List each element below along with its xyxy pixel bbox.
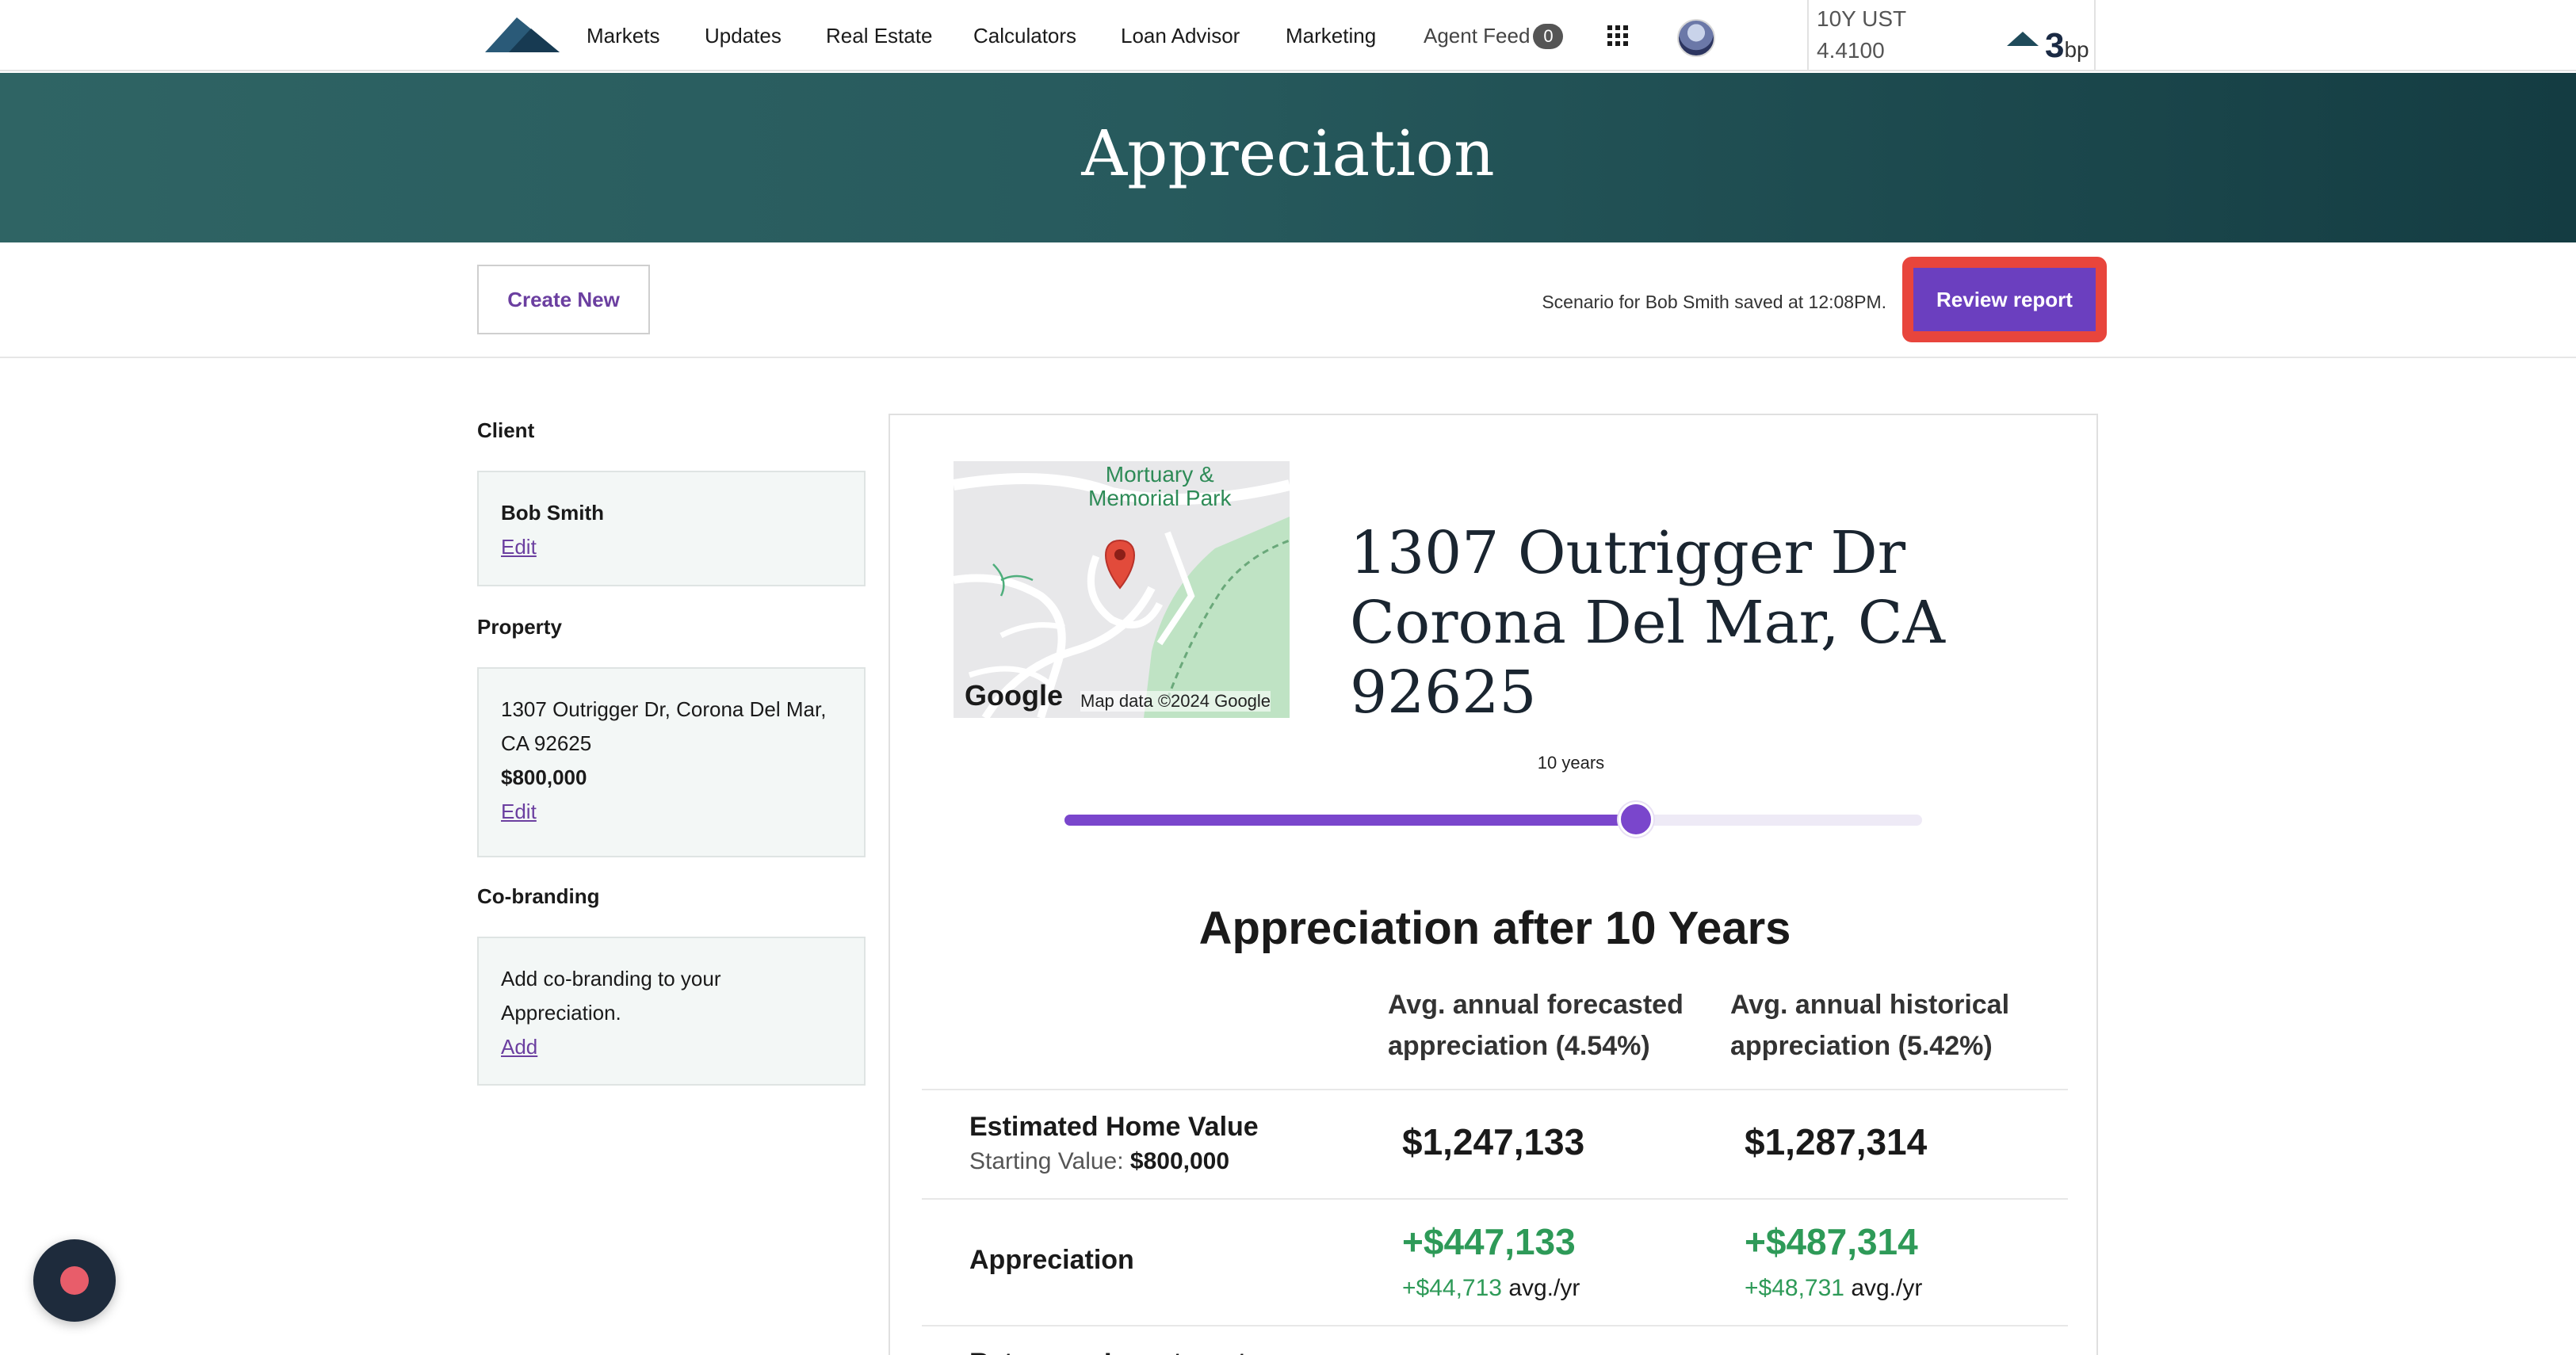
- appreciation-historical: +$487,314: [1745, 1221, 1918, 1262]
- arrow-up-icon: [2007, 32, 2039, 46]
- hero-banner: Appreciation: [0, 73, 2576, 242]
- property-edit-link[interactable]: Edit: [501, 800, 537, 823]
- nav-loan-advisor[interactable]: Loan Advisor: [1121, 24, 1240, 48]
- property-value: $800,000: [501, 765, 587, 789]
- brand-logo-icon[interactable]: [485, 14, 560, 54]
- save-status-text: Scenario for Bob Smith saved at 12:08PM.: [1542, 292, 1886, 312]
- per-year-historical-amount: +$48,731: [1745, 1275, 1844, 1301]
- action-bar: Create New Scenario for Bob Smith saved …: [0, 242, 2576, 358]
- cobranding-text: Add co-branding to your Appreciation.: [501, 967, 721, 1025]
- home-value-label: Estimated Home Value: [969, 1112, 1259, 1142]
- review-report-highlight: Review report: [1902, 257, 2107, 342]
- per-year-forecast-suffix: avg./yr: [1508, 1275, 1580, 1301]
- ticker-change: 3bp: [2045, 24, 2089, 72]
- cobranding-heading: Co-branding: [477, 884, 600, 908]
- nav-calculators[interactable]: Calculators: [973, 24, 1077, 48]
- treasury-ticker: 10Y UST 4.4100 3bp: [1807, 0, 2096, 71]
- nav-markets[interactable]: Markets: [587, 24, 660, 48]
- client-edit-link[interactable]: Edit: [501, 535, 537, 559]
- ticker-label: 10Y UST: [1817, 6, 1907, 31]
- address-line-2: Corona Del Mar, CA 92625: [1350, 589, 1945, 727]
- page-title: Appreciation: [1081, 116, 1495, 190]
- property-address: 1307 Outrigger Dr, Corona Del Mar, CA 92…: [501, 697, 827, 755]
- years-slider-value: 10 years: [1537, 753, 1605, 773]
- chat-bubble-icon: [60, 1266, 89, 1295]
- appreciation-forecast: +$447,133: [1402, 1221, 1576, 1262]
- user-avatar[interactable]: [1677, 19, 1715, 57]
- per-year-historical-suffix: avg./yr: [1851, 1275, 1923, 1301]
- property-heading: Property: [477, 615, 562, 639]
- nav-updates[interactable]: Updates: [705, 24, 782, 48]
- map-credit: Map data ©2024 Google: [1080, 691, 1271, 712]
- google-logo: Google: [965, 679, 1063, 712]
- top-navigation: Markets Updates Real Estate Calculators …: [0, 0, 2576, 71]
- forecast-column-header: Avg. annual forecasted appreciation (4.5…: [1388, 990, 1684, 1061]
- per-year-forecast: +$44,713 avg./yr: [1402, 1273, 1580, 1304]
- years-slider-handle[interactable]: [1619, 802, 1654, 837]
- appreciation-card: Mortuary & Memorial Park Google Map data …: [889, 414, 2098, 1355]
- agent-feed-count-badge: 0: [1533, 24, 1564, 49]
- results-title: Appreciation after 10 Years: [1198, 903, 1791, 954]
- map-place-label-line2: Memorial Park: [1088, 486, 1232, 510]
- years-slider[interactable]: [1064, 802, 1922, 837]
- nav-marketing[interactable]: Marketing: [1286, 24, 1377, 48]
- nav-real-estate[interactable]: Real Estate: [826, 24, 933, 48]
- client-heading: Client: [477, 418, 535, 442]
- agent-feed-label: Agent Feed: [1424, 24, 1531, 48]
- property-address-heading: 1307 Outrigger Dr Corona Del Mar, CA 926…: [1350, 518, 2096, 727]
- home-value-forecast: $1,247,133: [1402, 1121, 1585, 1162]
- cobranding-card: Add co-branding to your Appreciation. Ad…: [477, 937, 866, 1086]
- table-divider: [922, 1089, 2068, 1090]
- historical-column-header: Avg. annual historical appreciation (5.4…: [1730, 990, 2010, 1061]
- property-map[interactable]: Mortuary & Memorial Park Google Map data …: [954, 461, 1290, 718]
- property-card: 1307 Outrigger Dr, Corona Del Mar, CA 92…: [477, 667, 866, 857]
- address-line-1: 1307 Outrigger Dr: [1350, 519, 1906, 587]
- client-card: Bob Smith Edit: [477, 471, 866, 586]
- table-divider: [922, 1198, 2068, 1200]
- appreciation-label: Appreciation: [969, 1245, 1134, 1275]
- roi-label: Return on Investment: [969, 1345, 1246, 1355]
- map-place-label-line1: Mortuary &: [1105, 462, 1214, 487]
- apps-grid-icon[interactable]: [1607, 25, 1628, 46]
- ticker-change-unit: bp: [2064, 37, 2089, 62]
- ticker-value: 4.4100: [1817, 38, 1885, 63]
- per-year-historical: +$48,731 avg./yr: [1745, 1273, 1922, 1304]
- starting-value: Starting Value: $800,000: [969, 1146, 1229, 1178]
- create-new-button[interactable]: Create New: [477, 265, 650, 334]
- years-slider-fill: [1064, 815, 1637, 826]
- client-name: Bob Smith: [501, 501, 604, 525]
- table-divider: [922, 1325, 2068, 1326]
- map-tiles: [954, 461, 1290, 718]
- starting-value-label: Starting Value:: [969, 1148, 1124, 1174]
- home-value-historical: $1,287,314: [1745, 1121, 1928, 1162]
- starting-value-amount: $800,000: [1129, 1148, 1230, 1174]
- nav-agent-feed[interactable]: Agent Feed 0: [1424, 22, 1564, 49]
- map-place-label: Mortuary & Memorial Park: [1088, 463, 1231, 510]
- chat-launcher-button[interactable]: [33, 1239, 116, 1322]
- years-slider-label: 10 years: [890, 751, 2100, 775]
- cobranding-add-link[interactable]: Add: [501, 1035, 538, 1059]
- review-report-button[interactable]: Review report: [1913, 268, 2096, 331]
- per-year-forecast-amount: +$44,713: [1402, 1275, 1502, 1301]
- ticker-change-value: 3: [2045, 26, 2065, 65]
